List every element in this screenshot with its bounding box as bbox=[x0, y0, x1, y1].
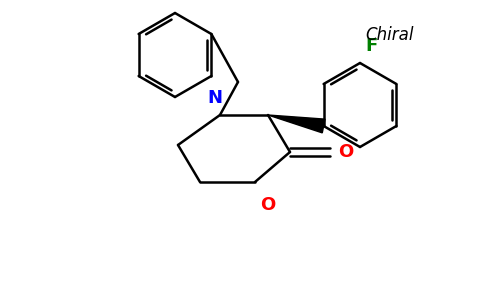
Text: Chiral: Chiral bbox=[366, 26, 414, 44]
Text: F: F bbox=[365, 37, 377, 55]
Text: O: O bbox=[338, 143, 353, 161]
Text: N: N bbox=[208, 89, 223, 107]
Text: O: O bbox=[260, 196, 275, 214]
Polygon shape bbox=[268, 115, 325, 133]
